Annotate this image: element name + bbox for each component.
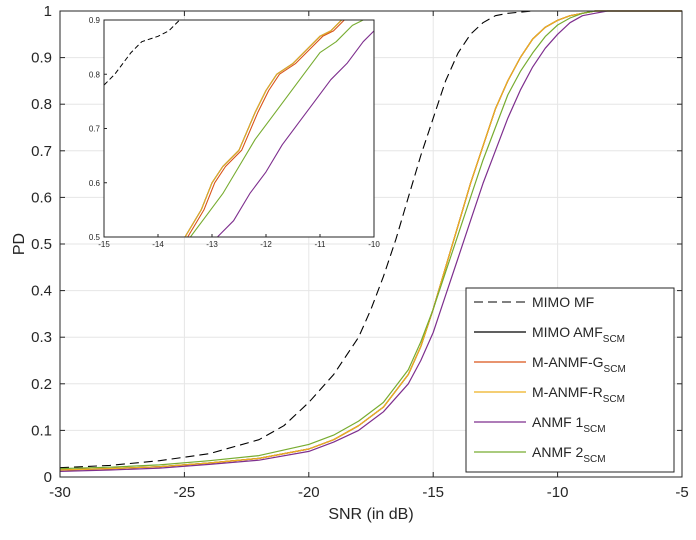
inset-series-line-0 <box>104 20 180 86</box>
inset-y-tick-label: 0.5 <box>89 233 101 242</box>
legend-label: MIMO MF <box>532 294 594 310</box>
main-tick-labels: -30 -25 -20 -15 -10 -5 0 0.1 0.2 0.3 0.4 0.5 0.6 0.7 0… <box>31 3 689 501</box>
series-line-4 <box>59 10 682 472</box>
y-tick-label: 0.4 <box>31 283 52 300</box>
x-tick-label: -10 <box>547 484 569 501</box>
y-tick-label: 0.6 <box>31 189 52 206</box>
legend-label-subscript: SCM <box>583 454 605 465</box>
x-axis-label: SNR (in dB) <box>328 506 413 523</box>
y-tick-label: 0.8 <box>31 96 52 113</box>
inset-y-tick-label: 0.6 <box>89 179 101 188</box>
x-tick-label: -20 <box>298 484 320 501</box>
legend-label-text: MIMO MF <box>532 294 594 310</box>
inset-series-line-3 <box>184 20 342 237</box>
y-tick-label: 0.1 <box>31 422 52 439</box>
y-tick-label: 1 <box>44 3 52 20</box>
legend-label-subscript: SCM <box>603 394 625 405</box>
legend-label: ANMF 2SCM <box>532 444 606 465</box>
legend-label-text: M-ANMF-G <box>532 354 604 370</box>
legend-label-text: MIMO AMF <box>532 324 603 340</box>
inset-series-line-2 <box>187 20 345 237</box>
y-tick-label: 0.9 <box>31 50 52 67</box>
y-tick-label: 0.7 <box>31 143 52 160</box>
inset-x-tick-label: -11 <box>315 240 327 249</box>
series-line-0 <box>59 10 682 469</box>
series-line-5 <box>59 10 682 470</box>
y-tick-label: 0.5 <box>31 236 52 253</box>
legend-label-subscript: SCM <box>603 334 625 345</box>
legend-label: ANMF 1SCM <box>532 414 606 435</box>
x-tick-label: -15 <box>422 484 444 501</box>
legend-label-text: ANMF 1 <box>532 414 584 430</box>
x-tick-label: -30 <box>49 484 71 501</box>
legend-label-subscript: SCM <box>604 364 626 375</box>
series-line-3 <box>59 10 682 471</box>
inset-background <box>104 20 374 237</box>
inset-y-tick-label: 0.7 <box>89 125 101 134</box>
y-axis-label: PD <box>11 233 28 255</box>
inset-plot: -15 -14 -13 -12 -11 -10 0.5 0.6 0.7 0.8 0.9 <box>89 16 380 249</box>
legend-label-subscript: SCM <box>583 424 605 435</box>
y-tick-label: 0.2 <box>31 376 52 393</box>
main-series-lines <box>59 10 682 472</box>
inset-x-tick-label: -14 <box>152 240 164 249</box>
legend-label-text: M-ANMF-R <box>532 384 603 400</box>
inset-y-tick-label: 0.8 <box>89 70 101 79</box>
inset-x-tick-label: -13 <box>206 240 218 249</box>
inset-series-lines <box>104 20 374 237</box>
inset-x-tick-label: -15 <box>98 240 110 249</box>
inset-x-tick-label: -10 <box>368 240 380 249</box>
x-tick-label: -5 <box>675 484 688 501</box>
y-tick-label: 0.3 <box>31 329 52 346</box>
legend-label-text: ANMF 2 <box>532 444 584 460</box>
inset-y-tick-label: 0.9 <box>89 16 101 25</box>
legend-box <box>465 287 675 473</box>
inset-tick-labels: -15 -14 -13 -12 -11 -10 0.5 0.6 0.7 0.8 0.9 <box>89 16 380 249</box>
inset-series-line-4 <box>217 30 374 237</box>
inset-x-tick-label: -12 <box>260 240 272 249</box>
x-tick-label: -25 <box>174 484 196 501</box>
y-tick-label: 0 <box>44 469 52 486</box>
legend-label: MIMO AMFSCM <box>532 324 625 345</box>
legend-label: M-ANMF-RSCM <box>532 384 625 405</box>
legend-label: M-ANMF-GSCM <box>532 354 626 375</box>
inset-series-line-5 <box>189 20 364 237</box>
